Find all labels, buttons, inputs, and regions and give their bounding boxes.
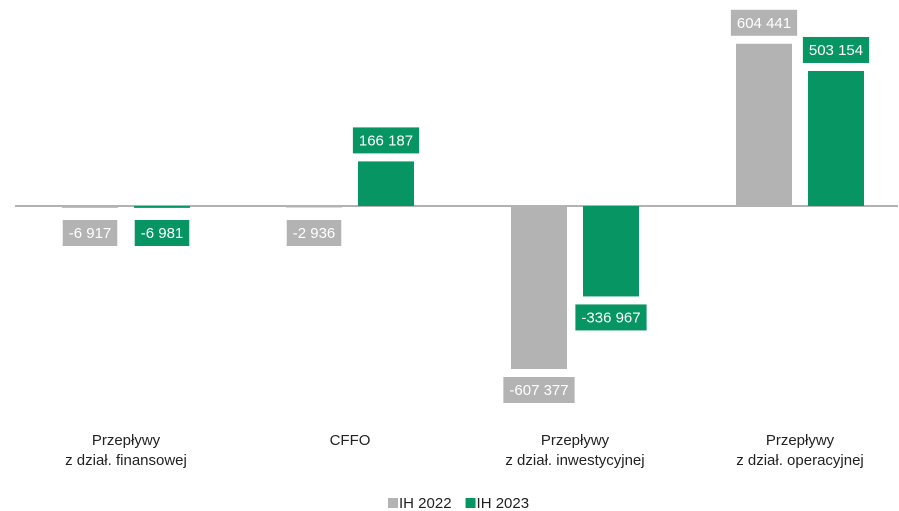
value-label: 604 441 — [737, 15, 791, 32]
value-label: -6 917 — [69, 225, 112, 242]
value-label: -336 967 — [581, 309, 640, 326]
legend-swatch — [465, 498, 476, 508]
legend-label: IH 2023 — [477, 495, 530, 511]
legend-swatch — [388, 498, 398, 508]
bar — [736, 43, 792, 206]
x-tick-label: z dział. finansowej — [65, 452, 187, 469]
value-label-box — [352, 127, 420, 154]
value-label-box — [134, 220, 190, 246]
value-label: 503 154 — [809, 42, 863, 59]
bar — [583, 206, 639, 297]
value-label: -2 936 — [293, 225, 336, 242]
value-label: -6 981 — [141, 225, 184, 242]
value-label-box — [503, 377, 575, 403]
value-label-box — [286, 220, 342, 246]
bar — [134, 206, 190, 208]
x-tick-label: z dział. inwestycyjnej — [505, 452, 644, 469]
value-label-box — [62, 220, 118, 246]
bar — [808, 70, 864, 206]
bar — [62, 206, 118, 208]
bar — [511, 206, 567, 369]
x-tick-label: Przepływy — [766, 432, 835, 449]
legend-label: IH 2022 — [399, 495, 452, 511]
value-label-box — [730, 9, 798, 36]
x-tick-label: Przepływy — [92, 432, 161, 449]
x-tick-label: Przepływy — [541, 432, 610, 449]
bar — [286, 206, 342, 208]
value-label: -607 377 — [509, 382, 568, 399]
value-label-box — [575, 304, 647, 331]
value-label-box — [802, 36, 870, 63]
bar — [358, 161, 414, 206]
x-tick-label: CFFO — [330, 432, 371, 449]
value-label: 166 187 — [359, 132, 413, 149]
x-tick-label: z dział. operacyjnej — [736, 452, 864, 469]
